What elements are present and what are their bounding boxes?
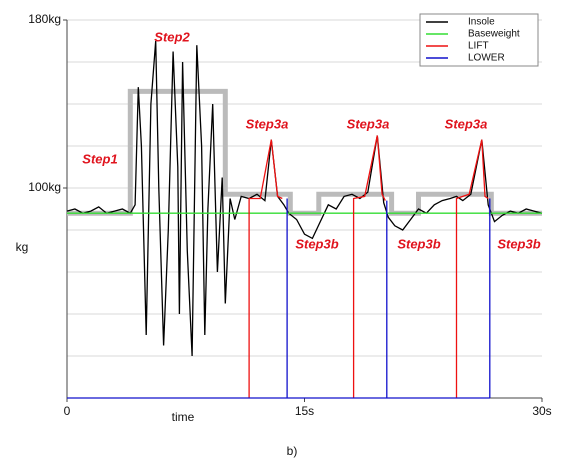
annotation: Step3a [246, 116, 289, 131]
x-tick-label: 0 [64, 404, 71, 418]
annotation: Step3b [397, 236, 440, 251]
annotation: Step3b [295, 236, 338, 251]
y-axis-label: kg [16, 240, 29, 254]
series-line [248, 135, 489, 398]
annotation: Step3b [497, 236, 540, 251]
x-tick-label: 30s [532, 404, 551, 418]
series-line [66, 40, 543, 357]
legend-label: Insole [468, 17, 495, 28]
series-line [67, 198, 491, 399]
x-tick-label: 15s [295, 404, 314, 418]
legend-label: Baseweight [468, 29, 520, 40]
caption: b) [287, 444, 298, 458]
annotation: Step3a [347, 116, 390, 131]
x-axis-label: time [172, 410, 195, 424]
reference-line [67, 88, 542, 216]
annotation: Step2 [154, 29, 190, 44]
annotation: Step3a [445, 116, 488, 131]
legend-label: LOWER [468, 53, 505, 64]
legend-label: LIFT [468, 41, 489, 52]
y-tick-label: 100kg [28, 180, 61, 194]
annotation: Step1 [82, 151, 117, 166]
y-tick-label: 180kg [28, 12, 61, 26]
